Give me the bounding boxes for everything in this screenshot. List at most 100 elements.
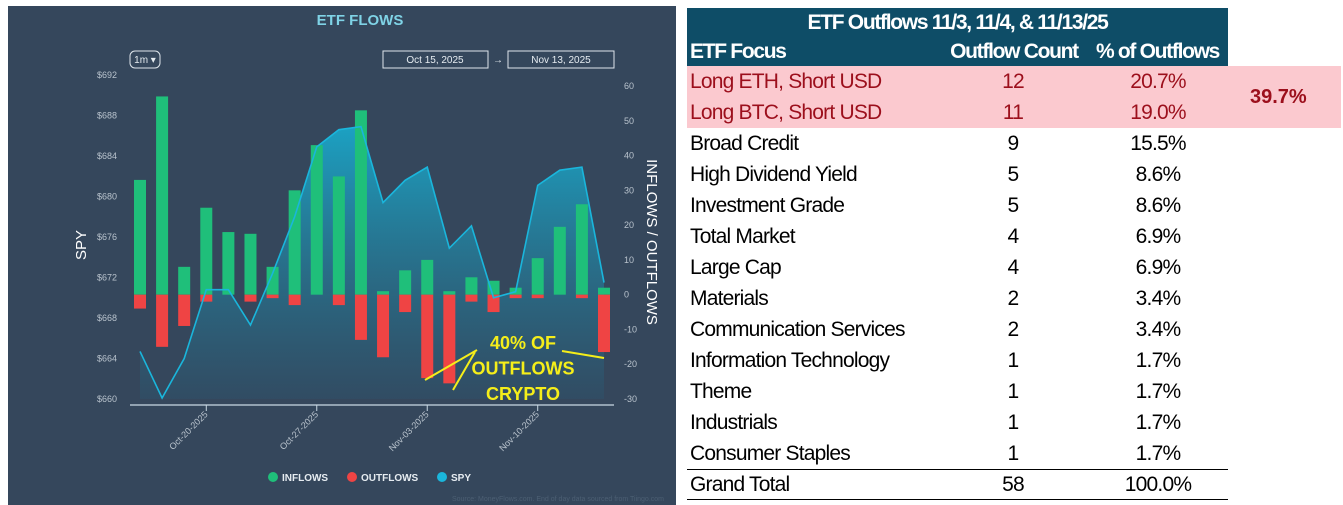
left-tick-label: $676 [97, 232, 117, 242]
table-cell: 4 [1007, 225, 1020, 248]
right-tick-label: 30 [624, 185, 634, 195]
table-row: Communication Services 2 3.4% [687, 314, 1228, 345]
table-cell: Consumer Staples [690, 442, 851, 465]
date-from-input[interactable] [382, 50, 489, 69]
legend-label-spy[interactable]: SPY [451, 473, 471, 484]
left-tick-label: $660 [97, 394, 117, 404]
range-selector-button[interactable] [129, 50, 161, 69]
crypto-combined-percent: 39.7% [1250, 86, 1307, 108]
table-cell: 20.7% [1130, 70, 1186, 93]
table-row: Long ETH, Short USD 12 20.7% [687, 66, 1228, 97]
spy-line [139, 125, 605, 400]
table-row: Information Technology 1 1.7% [687, 345, 1228, 376]
table-cell: 1.7% [1135, 411, 1181, 434]
table-cell: Information Technology [690, 349, 890, 372]
legend-marker-spy[interactable] [437, 472, 447, 482]
legend-marker-inflows[interactable] [268, 472, 278, 482]
right-tick-label: -30 [624, 394, 637, 404]
table-row: Consumer Staples 1 1.7% [687, 438, 1228, 469]
outflow-bar [421, 294, 434, 379]
left-axis-title: SPY [73, 230, 90, 260]
inflow-bar [421, 259, 434, 295]
table-cell: 6.9% [1135, 225, 1181, 248]
table-cell: Grand Total [690, 473, 790, 496]
legend-label-outflows[interactable]: OUTFLOWS [361, 473, 419, 484]
annotation-pointer-line [424, 349, 478, 381]
x-tick-label: Oct-27-2025 [278, 409, 320, 451]
table-cell: 4 [1007, 256, 1020, 279]
table-cell: 1 [1007, 349, 1020, 372]
legend-label-inflows[interactable]: INFLOWS [282, 473, 328, 484]
table-cell: 5 [1007, 163, 1020, 186]
inflow-bar [310, 145, 323, 295]
table-header-row: ETF Focus Outflow Count % of Outflows [687, 37, 1228, 66]
table-cell: 1.7% [1135, 349, 1181, 372]
table-cell: Materials [690, 287, 769, 310]
outflow-bar [598, 294, 610, 353]
table-cell: 12 [1002, 70, 1025, 93]
table-row: Large Cap 4 6.9% [687, 252, 1228, 283]
table-cell: 8.6% [1135, 194, 1181, 217]
column-header: ETF Focus [690, 40, 787, 63]
right-tick-label: 10 [624, 255, 634, 265]
left-tick-label: $664 [97, 354, 117, 364]
table-cell: 2 [1007, 318, 1020, 341]
table-cell: 1 [1007, 380, 1020, 403]
table-cell: 3.4% [1135, 287, 1181, 310]
inflow-bar [266, 266, 279, 295]
legend-marker-outflows[interactable] [347, 472, 357, 482]
column-header: % of Outflows [1095, 40, 1220, 63]
table-title-text: ETF Outflows 11/3, 11/4, & 11/13/25 [807, 11, 1108, 34]
outflow-bar [509, 294, 522, 299]
date-arrow: → [493, 55, 503, 66]
table-cell: 8.6% [1135, 163, 1181, 186]
inflow-bar [222, 232, 235, 295]
crypto-annotation-text: OUTFLOWS [472, 359, 575, 379]
outflow-bar [377, 294, 390, 358]
source-note: Source: MoneyFlows.com. End of day data … [452, 496, 664, 503]
outflow-bar [354, 294, 367, 340]
table-row: Investment Grade 5 8.6% [687, 190, 1228, 221]
right-tick-label: 20 [624, 220, 634, 230]
inflow-bar [399, 270, 412, 295]
spy-area [140, 126, 604, 399]
inflow-bar [178, 266, 191, 295]
outflow-bar [465, 294, 478, 302]
annotation-pointer-line [561, 350, 605, 359]
inflow-bar [465, 277, 478, 295]
table-cell: 19.0% [1130, 101, 1186, 124]
column-header: Outflow Count [950, 40, 1079, 63]
right-tick-label: 0 [624, 290, 629, 300]
table-cell: Long BTC, Short USD [690, 101, 882, 124]
table-cell: Long ETH, Short USD [690, 70, 882, 93]
table-cell: High Dividend Yield [690, 163, 858, 186]
table-row: Materials 2 3.4% [687, 283, 1228, 314]
table-cell: 9 [1007, 132, 1020, 155]
outflow-bar [178, 294, 191, 326]
inflow-bar [288, 190, 301, 295]
outflow-bar [288, 294, 301, 306]
inflow-bar [156, 96, 169, 295]
x-tick-label: Nov-03-2025 [387, 409, 431, 453]
range-selector-label[interactable]: 1m ▾ [134, 55, 156, 66]
outflow-bar [200, 294, 213, 302]
date-from-value: Oct 15, 2025 [406, 55, 464, 66]
inflow-bar [531, 258, 544, 295]
inflow-bar [354, 110, 367, 295]
etf-flows-chart-panel: ETF FLOWS 1m ▾ Oct 15, 2025 → Nov 13, 2025 $6… [8, 6, 676, 505]
table-row: Broad Credit 9 15.5% [687, 128, 1228, 159]
table-cell: 1 [1007, 411, 1020, 434]
table-cell: 1.7% [1135, 380, 1181, 403]
table-title: ETF Outflows 11/3, 11/4, & 11/13/25 [687, 8, 1228, 37]
table-row: High Dividend Yield 5 8.6% [687, 159, 1228, 190]
crypto-highlight [687, 66, 1341, 128]
date-to-input[interactable] [507, 50, 615, 69]
crypto-annotation-text: CRYPTO [486, 384, 560, 404]
table-cell: Communication Services [690, 318, 905, 341]
table-cell: 1.7% [1135, 442, 1181, 465]
table-cell: 58 [1002, 473, 1025, 496]
grand-total-row: Grand Total 58 100.0% [687, 469, 1228, 500]
table-row: Theme 1 1.7% [687, 376, 1228, 407]
inflow-bar [332, 176, 345, 295]
chart-title: ETF FLOWS [317, 12, 404, 29]
